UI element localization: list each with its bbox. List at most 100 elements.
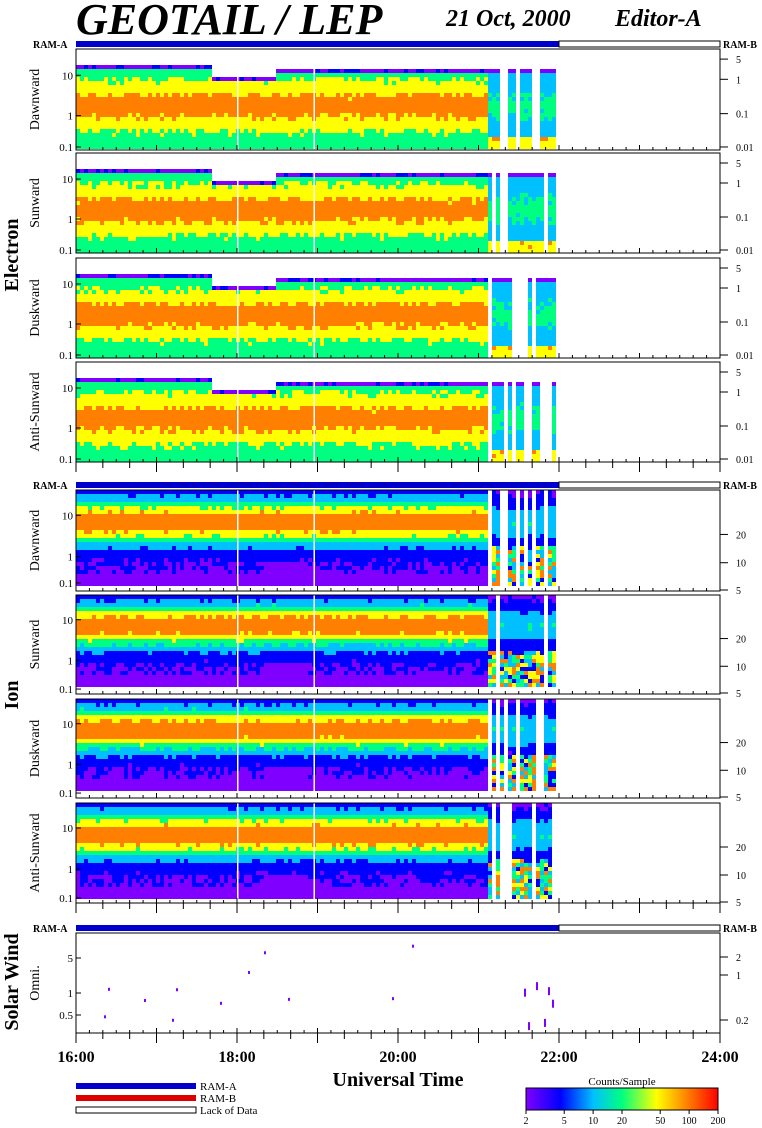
panel-7: Duskward 10 1 0.1 20 10 5 <box>28 698 746 804</box>
ram-a-label: RAM-A <box>33 481 68 492</box>
y-tick-label: 0.5 <box>59 1010 73 1022</box>
panel-4: Anti-Sunward 10 1 0.1 5 1 0.1 0.01 <box>28 361 754 466</box>
legend-label-ram-b: RAM-B <box>200 1093 236 1105</box>
y2-tick-label: 20 <box>736 843 746 854</box>
y-tick-label: 10 <box>62 510 74 522</box>
y-tick-label: 10 <box>62 279 74 291</box>
y2-tick-label: 0.01 <box>736 455 754 466</box>
legend: RAM-A RAM-B Lack of Data <box>75 1081 258 1117</box>
y2-tick-label: 0.01 <box>736 143 754 154</box>
y-tick-label: 1 <box>68 864 74 876</box>
y-tick-label: 10 <box>62 174 74 186</box>
y2-tick-label: 1 <box>736 75 741 86</box>
y2-tick-label: 2 <box>736 953 741 964</box>
date-label: 21 Oct, 2000 <box>445 6 571 32</box>
panel-frame <box>75 932 721 1034</box>
y-tick-label: 0.1 <box>59 788 73 800</box>
y-tick-label: 10 <box>62 615 74 627</box>
legend-label-lack: Lack of Data <box>200 1105 258 1117</box>
x-tick-label: 22:00 <box>540 1049 577 1066</box>
spectrogram-panels: Dawnward 10 1 0.1 5 1 0.1 0.01 Sunward 10 1 0.1 5 1 0.… <box>28 48 754 1043</box>
y2-tick-label: 0.1 <box>736 213 749 224</box>
y2-tick-label: 5 <box>736 264 741 275</box>
panel-9: Omni. 5 1 0.5 2 1 0.2 <box>28 932 749 1034</box>
x-tick-label: 18:00 <box>218 1049 255 1066</box>
y2-tick-label: 1 <box>736 284 741 295</box>
panel-label: Anti-Sunward <box>28 813 43 892</box>
y-tick-label: 0.1 <box>59 142 73 154</box>
y-tick-label: 1 <box>68 552 74 564</box>
ram-a-bar <box>76 925 559 931</box>
y-tick-label: 1 <box>68 214 74 226</box>
legend-swatch-ram-b <box>76 1095 196 1101</box>
y-tick-label: 0.1 <box>59 684 73 696</box>
legend-swatch-ram-a <box>76 1083 196 1089</box>
x-tick-label: 16:00 <box>57 1049 94 1066</box>
y2-tick-label: 0.1 <box>736 110 749 121</box>
y2-tick-label: 5 <box>736 55 741 66</box>
ram-a-bar <box>76 41 559 47</box>
ram-a-bar <box>76 482 559 488</box>
y2-tick-label: 0.1 <box>736 422 749 433</box>
y2-tick-label: 0.01 <box>736 351 754 362</box>
y2-tick-label: 10 <box>736 662 746 673</box>
x-axis-label: Universal Time <box>333 1069 464 1091</box>
y-tick-label: 1 <box>68 111 74 123</box>
ram-b-label: RAM-B <box>723 481 757 492</box>
y2-tick-label: 20 <box>736 635 746 646</box>
colorbar-tick-label: 50 <box>655 1116 665 1127</box>
x-tick-label: 24:00 <box>701 1049 738 1066</box>
time-axis: 16:00 18:00 20:00 22:00 24:00 <box>57 1049 738 1066</box>
panel-3: Duskward 10 1 0.1 5 1 0.1 0.01 <box>28 257 754 362</box>
lack-of-data-bar <box>558 481 721 489</box>
ram-b-label: RAM-B <box>723 40 757 51</box>
y-tick-label: 0.1 <box>59 245 73 257</box>
panel-label: Sunward <box>28 620 43 670</box>
y-tick-label: 10 <box>62 70 74 82</box>
panel-2: Sunward 10 1 0.1 5 1 0.1 0.01 <box>28 152 754 257</box>
panel-label: Duskward <box>28 279 43 337</box>
panel-label: Anti-Sunward <box>28 372 43 451</box>
group-label-solar-wind: Solar Wind <box>1 933 23 1030</box>
colorbar-tick-label: 200 <box>711 1116 726 1127</box>
colorbar-tick-label: 100 <box>682 1116 697 1127</box>
y2-tick-label: 0.1 <box>736 318 749 329</box>
y2-tick-label: 5 <box>736 793 741 804</box>
y-tick-label: 1 <box>68 423 74 435</box>
lack-of-data-bar <box>558 40 721 48</box>
y-tick-label: 1 <box>68 759 74 771</box>
colorbar-tick-label: 10 <box>588 1116 598 1127</box>
y2-tick-label: 10 <box>736 871 746 882</box>
y2-tick-label: 20 <box>736 739 746 750</box>
y2-tick-label: 5 <box>736 159 741 170</box>
panel-label: Duskward <box>28 720 43 778</box>
y-tick-label: 0.1 <box>59 578 73 590</box>
panel-label: Omni. <box>28 965 43 1000</box>
ram-a-label: RAM-A <box>33 924 68 935</box>
y-tick-label: 0.1 <box>59 893 73 905</box>
y-tick-label: 5 <box>68 953 74 965</box>
panel-5: Dawnward 10 1 0.1 20 10 5 <box>28 489 746 597</box>
y-tick-label: 0.1 <box>59 350 73 362</box>
y-tick-label: 10 <box>62 823 74 835</box>
legend-label-ram-a: RAM-A <box>200 1081 237 1093</box>
y-tick-label: 10 <box>62 383 74 395</box>
y2-tick-label: 10 <box>736 559 746 570</box>
colorbar-gradient <box>525 1087 719 1111</box>
panel-label: Dawnward <box>28 69 43 130</box>
group-label-ion: Ion <box>1 681 23 710</box>
legend-swatch-lack <box>75 1106 197 1114</box>
ram-status-bars: RAM-A RAM-B RAM-A RAM-B RAM-A RAM-B <box>33 40 757 935</box>
panel-1: Dawnward 10 1 0.1 5 1 0.1 0.01 <box>28 48 754 154</box>
colorbar-tick-label: 2 <box>524 1116 529 1127</box>
y2-tick-label: 10 <box>736 766 746 777</box>
ram-a-label: RAM-A <box>33 40 68 51</box>
chart-title: GEOTAIL / LEP <box>76 0 384 44</box>
x-tick-label: 20:00 <box>379 1049 416 1066</box>
y2-tick-label: 5 <box>736 898 741 909</box>
y2-tick-label: 5 <box>736 586 741 597</box>
y-tick-label: 1 <box>68 655 74 667</box>
colorbar-tick-label: 5 <box>562 1116 567 1127</box>
y2-tick-label: 1 <box>736 971 741 982</box>
